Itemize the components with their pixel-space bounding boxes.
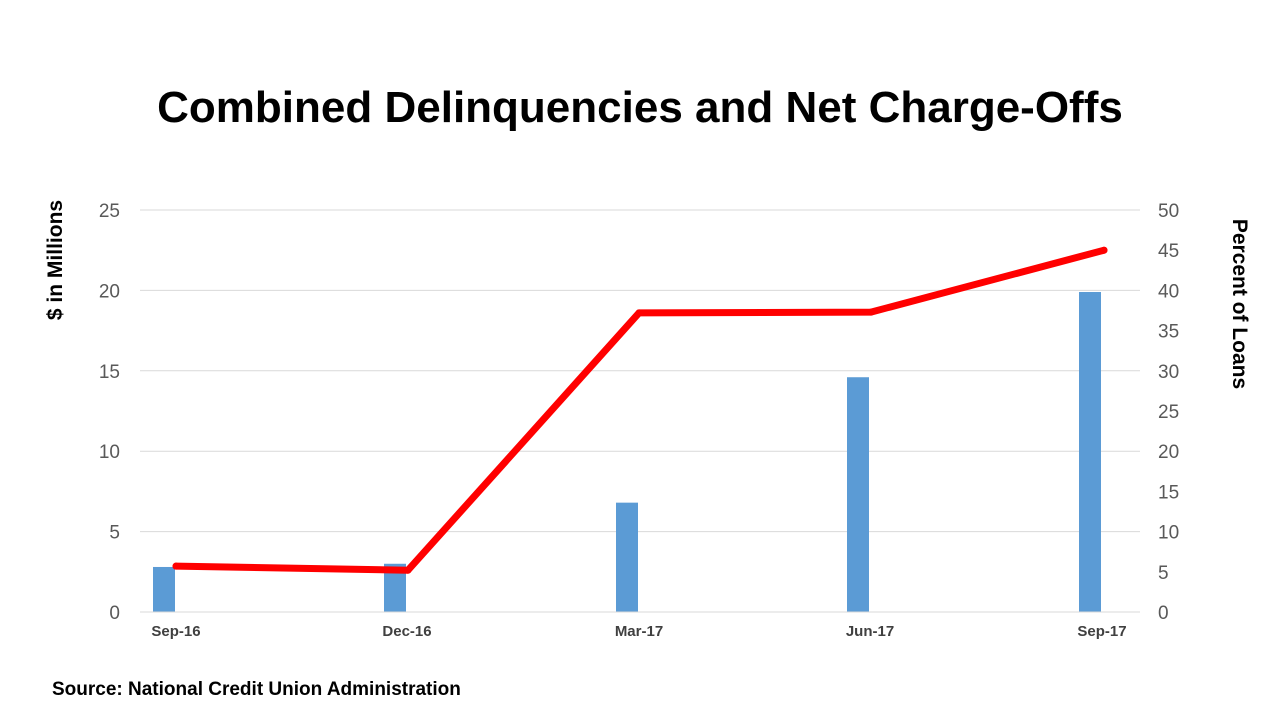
right-tick-label: 25 xyxy=(1158,402,1179,423)
line-series xyxy=(172,246,1108,574)
left-tick-label: 20 xyxy=(99,281,120,302)
left-tick-label: 10 xyxy=(99,442,120,463)
bar xyxy=(153,566,175,612)
bar xyxy=(847,377,869,612)
right-tick-label: 45 xyxy=(1158,241,1179,262)
right-axis: 0 5 10 15 20 25 30 35 40 45 50 xyxy=(1158,201,1179,624)
right-tick-label: 40 xyxy=(1158,281,1179,302)
right-tick-label: 30 xyxy=(1158,362,1179,383)
left-tick-label: 25 xyxy=(99,201,120,222)
left-tick-label: 15 xyxy=(99,362,120,383)
right-axis-title: Percent of Loans xyxy=(1228,219,1251,389)
x-tick-label: Mar-17 xyxy=(615,623,663,640)
gridlines xyxy=(140,209,1140,613)
bar-series xyxy=(153,292,1101,612)
right-tick-label: 5 xyxy=(1158,563,1169,584)
right-tick-label: 10 xyxy=(1158,523,1179,544)
bar xyxy=(384,563,406,612)
left-tick-label: 5 xyxy=(109,523,120,544)
x-tick-label: Dec-16 xyxy=(382,623,431,640)
x-tick-label: Sep-17 xyxy=(1077,623,1126,640)
bar xyxy=(616,502,638,612)
x-tick-label: Sep-16 xyxy=(151,623,200,640)
source-note: Source: National Credit Union Administra… xyxy=(52,679,461,700)
chart-title: Combined Delinquencies and Net Charge-Of… xyxy=(157,83,1123,132)
line-point xyxy=(635,309,643,317)
right-tick-label: 35 xyxy=(1158,322,1179,343)
bar xyxy=(1079,292,1101,612)
right-tick-label: 15 xyxy=(1158,482,1179,503)
left-axis-title: $ in Millions xyxy=(44,200,67,320)
line-point xyxy=(172,562,180,570)
x-tick-label: Jun-17 xyxy=(846,623,894,640)
left-axis: 0 5 10 15 20 25 xyxy=(99,201,120,624)
right-tick-label: 50 xyxy=(1158,201,1179,222)
line-point xyxy=(404,566,412,574)
right-tick-label: 20 xyxy=(1158,442,1179,463)
line-series-path xyxy=(172,246,1108,574)
left-tick-label: 0 xyxy=(109,603,120,624)
line-point xyxy=(867,308,875,316)
x-axis: Sep-16 Dec-16 Mar-17 Jun-17 Sep-17 xyxy=(140,611,1140,640)
line-point xyxy=(1100,246,1108,254)
right-tick-label: 0 xyxy=(1158,603,1169,624)
